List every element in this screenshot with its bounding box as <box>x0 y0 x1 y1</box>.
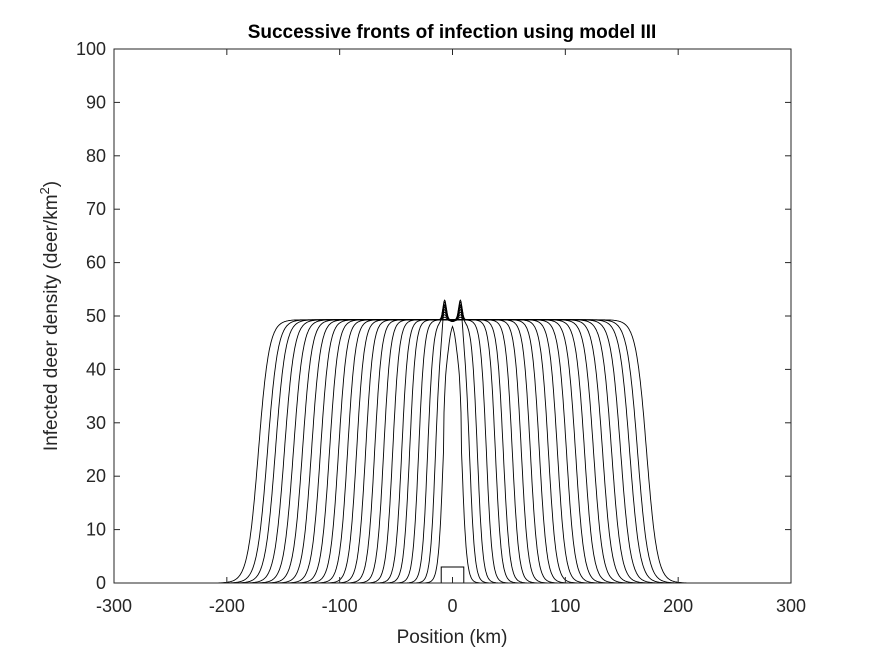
y-tick-label: 50 <box>86 306 106 326</box>
y-tick-label: 40 <box>86 359 106 379</box>
x-tick-label: -300 <box>96 596 132 616</box>
x-tick-label: -200 <box>209 596 245 616</box>
y-axis-label: Infected deer density (deer/km2) <box>37 181 62 451</box>
x-ticks: -300 -200 -100 0 100 200 300 <box>96 49 806 616</box>
plot-area-background <box>114 49 791 583</box>
front-curve <box>181 319 724 584</box>
y-tick-label: 10 <box>86 520 106 540</box>
y-tick-label: 100 <box>76 39 106 59</box>
y-tick-label: 60 <box>86 253 106 273</box>
x-tick-label: 100 <box>550 596 580 616</box>
x-axis-label: Position (km) <box>397 627 508 648</box>
y-tick-label: 90 <box>86 92 106 112</box>
x-tick-label: 300 <box>776 596 806 616</box>
x-tick-label: -100 <box>322 596 358 616</box>
chart-title: Successive fronts of infection using mod… <box>248 22 657 43</box>
x-tick-label: 0 <box>447 596 457 616</box>
y-axis-label-superscript: 2 <box>37 187 52 194</box>
y-tick-label: 70 <box>86 199 106 219</box>
y-tick-label: 20 <box>86 466 106 486</box>
y-axis-label-suffix: ) <box>41 181 62 187</box>
x-tick-label: 200 <box>663 596 693 616</box>
y-axis-label-main: Infected deer density (deer/km <box>41 194 62 451</box>
y-ticks: 0 10 20 30 40 50 60 70 80 90 100 <box>76 39 791 593</box>
y-tick-label: 0 <box>96 573 106 593</box>
y-tick-label: 30 <box>86 413 106 433</box>
y-tick-label: 80 <box>86 146 106 166</box>
